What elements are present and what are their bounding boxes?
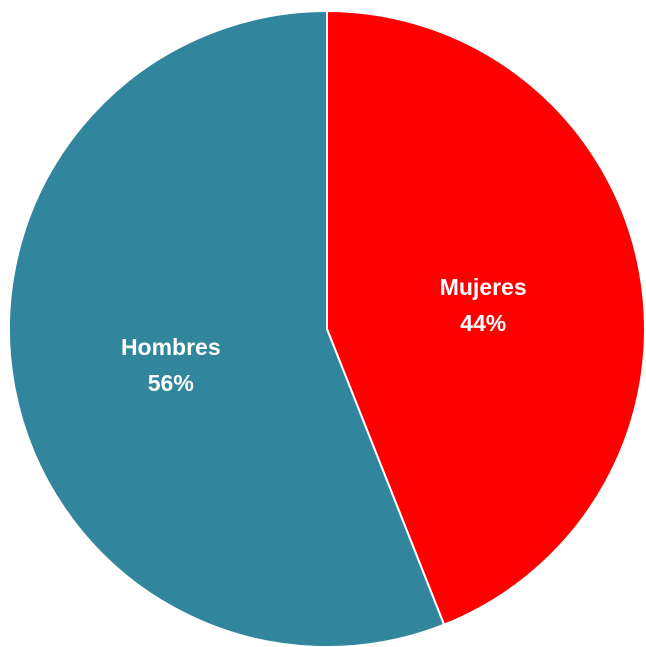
pie-slice-mujeres xyxy=(326,9,646,626)
pie-value-hombres: 56% xyxy=(148,370,194,396)
pie-value-mujeres: 44% xyxy=(460,310,506,336)
pie-label-mujeres: Mujeres xyxy=(440,274,527,300)
pie-slice-hombres xyxy=(8,9,446,647)
pie-label-hombres: Hombres xyxy=(121,334,221,360)
pie-slices xyxy=(8,9,646,647)
pie-data-labels: Mujeres 44% Hombres 56% xyxy=(121,274,527,396)
